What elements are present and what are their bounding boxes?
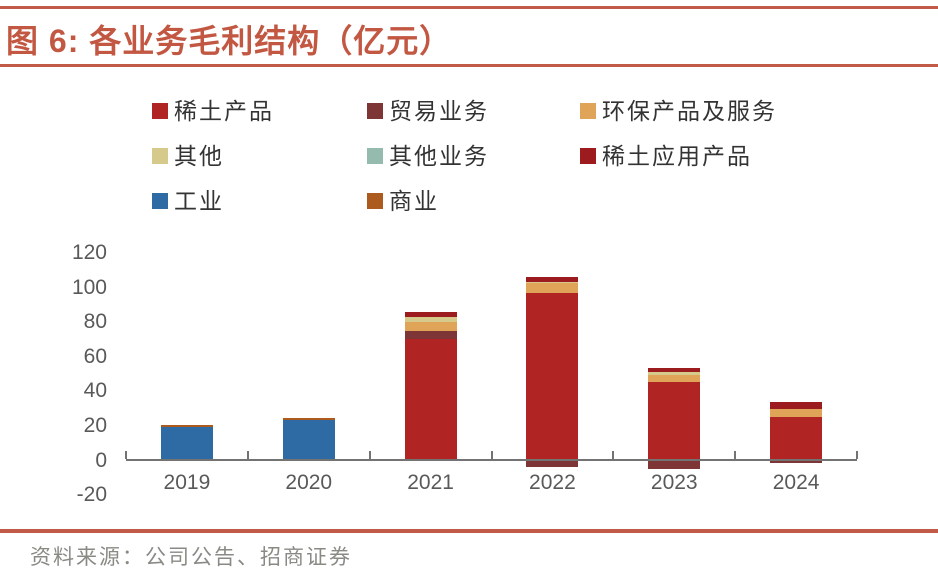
x-axis-label: 2021 (407, 471, 454, 494)
bar-segment (160, 427, 213, 460)
title-divider (0, 64, 938, 67)
bar-segment (282, 417, 335, 421)
legend-label: 贸易业务 (389, 98, 489, 124)
legend-item-7: 工业 (152, 188, 367, 233)
x-axis-label: 2024 (772, 471, 820, 494)
legend-swatch (580, 103, 596, 119)
bar-segment (770, 409, 823, 417)
x-axis-tick (490, 451, 493, 459)
legend-label: 工业 (174, 188, 224, 214)
legend-label: 商业 (389, 188, 439, 214)
x-axis-label: 2023 (650, 471, 698, 494)
bar-segment (770, 460, 823, 464)
x-axis-line (126, 459, 857, 461)
bar-segment (160, 424, 213, 428)
legend-swatch (152, 103, 168, 119)
legend-item-8: 商业 (367, 188, 580, 233)
legend-item-3: 环保产品及服务 (580, 98, 777, 143)
x-axis-tick (734, 451, 737, 459)
bar-segment (404, 312, 457, 317)
legend-swatch (367, 148, 383, 164)
bar-segment (648, 382, 701, 460)
bar-segment (648, 460, 701, 470)
x-axis-label: 2019 (163, 471, 211, 494)
y-axis-label: 0 (95, 448, 107, 472)
x-axis-tick (246, 451, 249, 459)
bar-segment (404, 321, 457, 332)
bar-segment (526, 277, 579, 282)
x-axis-tick (368, 451, 371, 459)
y-axis-label: 120 (71, 241, 107, 265)
legend-label: 稀土产品 (174, 98, 274, 124)
legend-swatch (580, 148, 596, 164)
legend-label: 其他 (174, 143, 224, 169)
legend-swatch (367, 193, 383, 209)
legend-label: 其他业务 (389, 143, 489, 169)
legend-item-2: 贸易业务 (367, 98, 580, 143)
bar-chart: 120 100 80 60 40 20 0 -20 2019 2020 2021 2022 2023 20… (71, 241, 858, 507)
legend-item-4: 其他 (152, 143, 367, 188)
y-axis-label: 20 (83, 413, 107, 437)
legend-item-1: 稀土产品 (152, 98, 367, 143)
bar-segment (526, 460, 579, 467)
x-axis-label: 2020 (285, 471, 333, 494)
x-axis-tick (612, 451, 615, 459)
bar-segment (648, 368, 701, 373)
y-axis-label: -20 (76, 483, 107, 507)
bottom-divider (0, 529, 938, 533)
legend-item-6: 稀土应用产品 (580, 143, 777, 188)
y-axis-label: 100 (71, 275, 107, 299)
bar-segment (404, 316, 457, 322)
legend-swatch (152, 148, 168, 164)
y-axis-label: 60 (83, 344, 107, 368)
legend-label: 稀土应用产品 (602, 143, 752, 169)
figure-title: 图 6: 各业务毛利结构（亿元） (6, 23, 453, 59)
top-divider (0, 6, 938, 9)
y-axis-label: 40 (83, 379, 107, 403)
y-axis-label: 80 (83, 310, 107, 334)
bar-segment (526, 281, 579, 283)
x-axis-label: 2022 (529, 471, 576, 494)
legend-swatch (152, 193, 168, 209)
chart-legend: 稀土产品 贸易业务 环保产品及服务其他 其他业务 稀土应用产品工业 商业 (152, 98, 777, 233)
bar-segment (770, 401, 823, 410)
legend-label: 环保产品及服务 (602, 98, 777, 124)
bar-segment (282, 420, 335, 460)
x-axis-tick (125, 451, 127, 459)
bar-segment (770, 416, 823, 460)
legend-swatch (367, 103, 383, 119)
bar-segment (526, 293, 579, 460)
bar-segment (648, 374, 701, 383)
bar-segment (526, 282, 579, 294)
bar-segment (648, 372, 701, 375)
source-note: 资料来源：公司公告、招商证券 (30, 546, 352, 569)
legend-item-5: 其他业务 (367, 143, 580, 188)
bar-segment (404, 339, 457, 460)
x-axis-tick (856, 451, 858, 459)
bar-segment (404, 331, 457, 340)
